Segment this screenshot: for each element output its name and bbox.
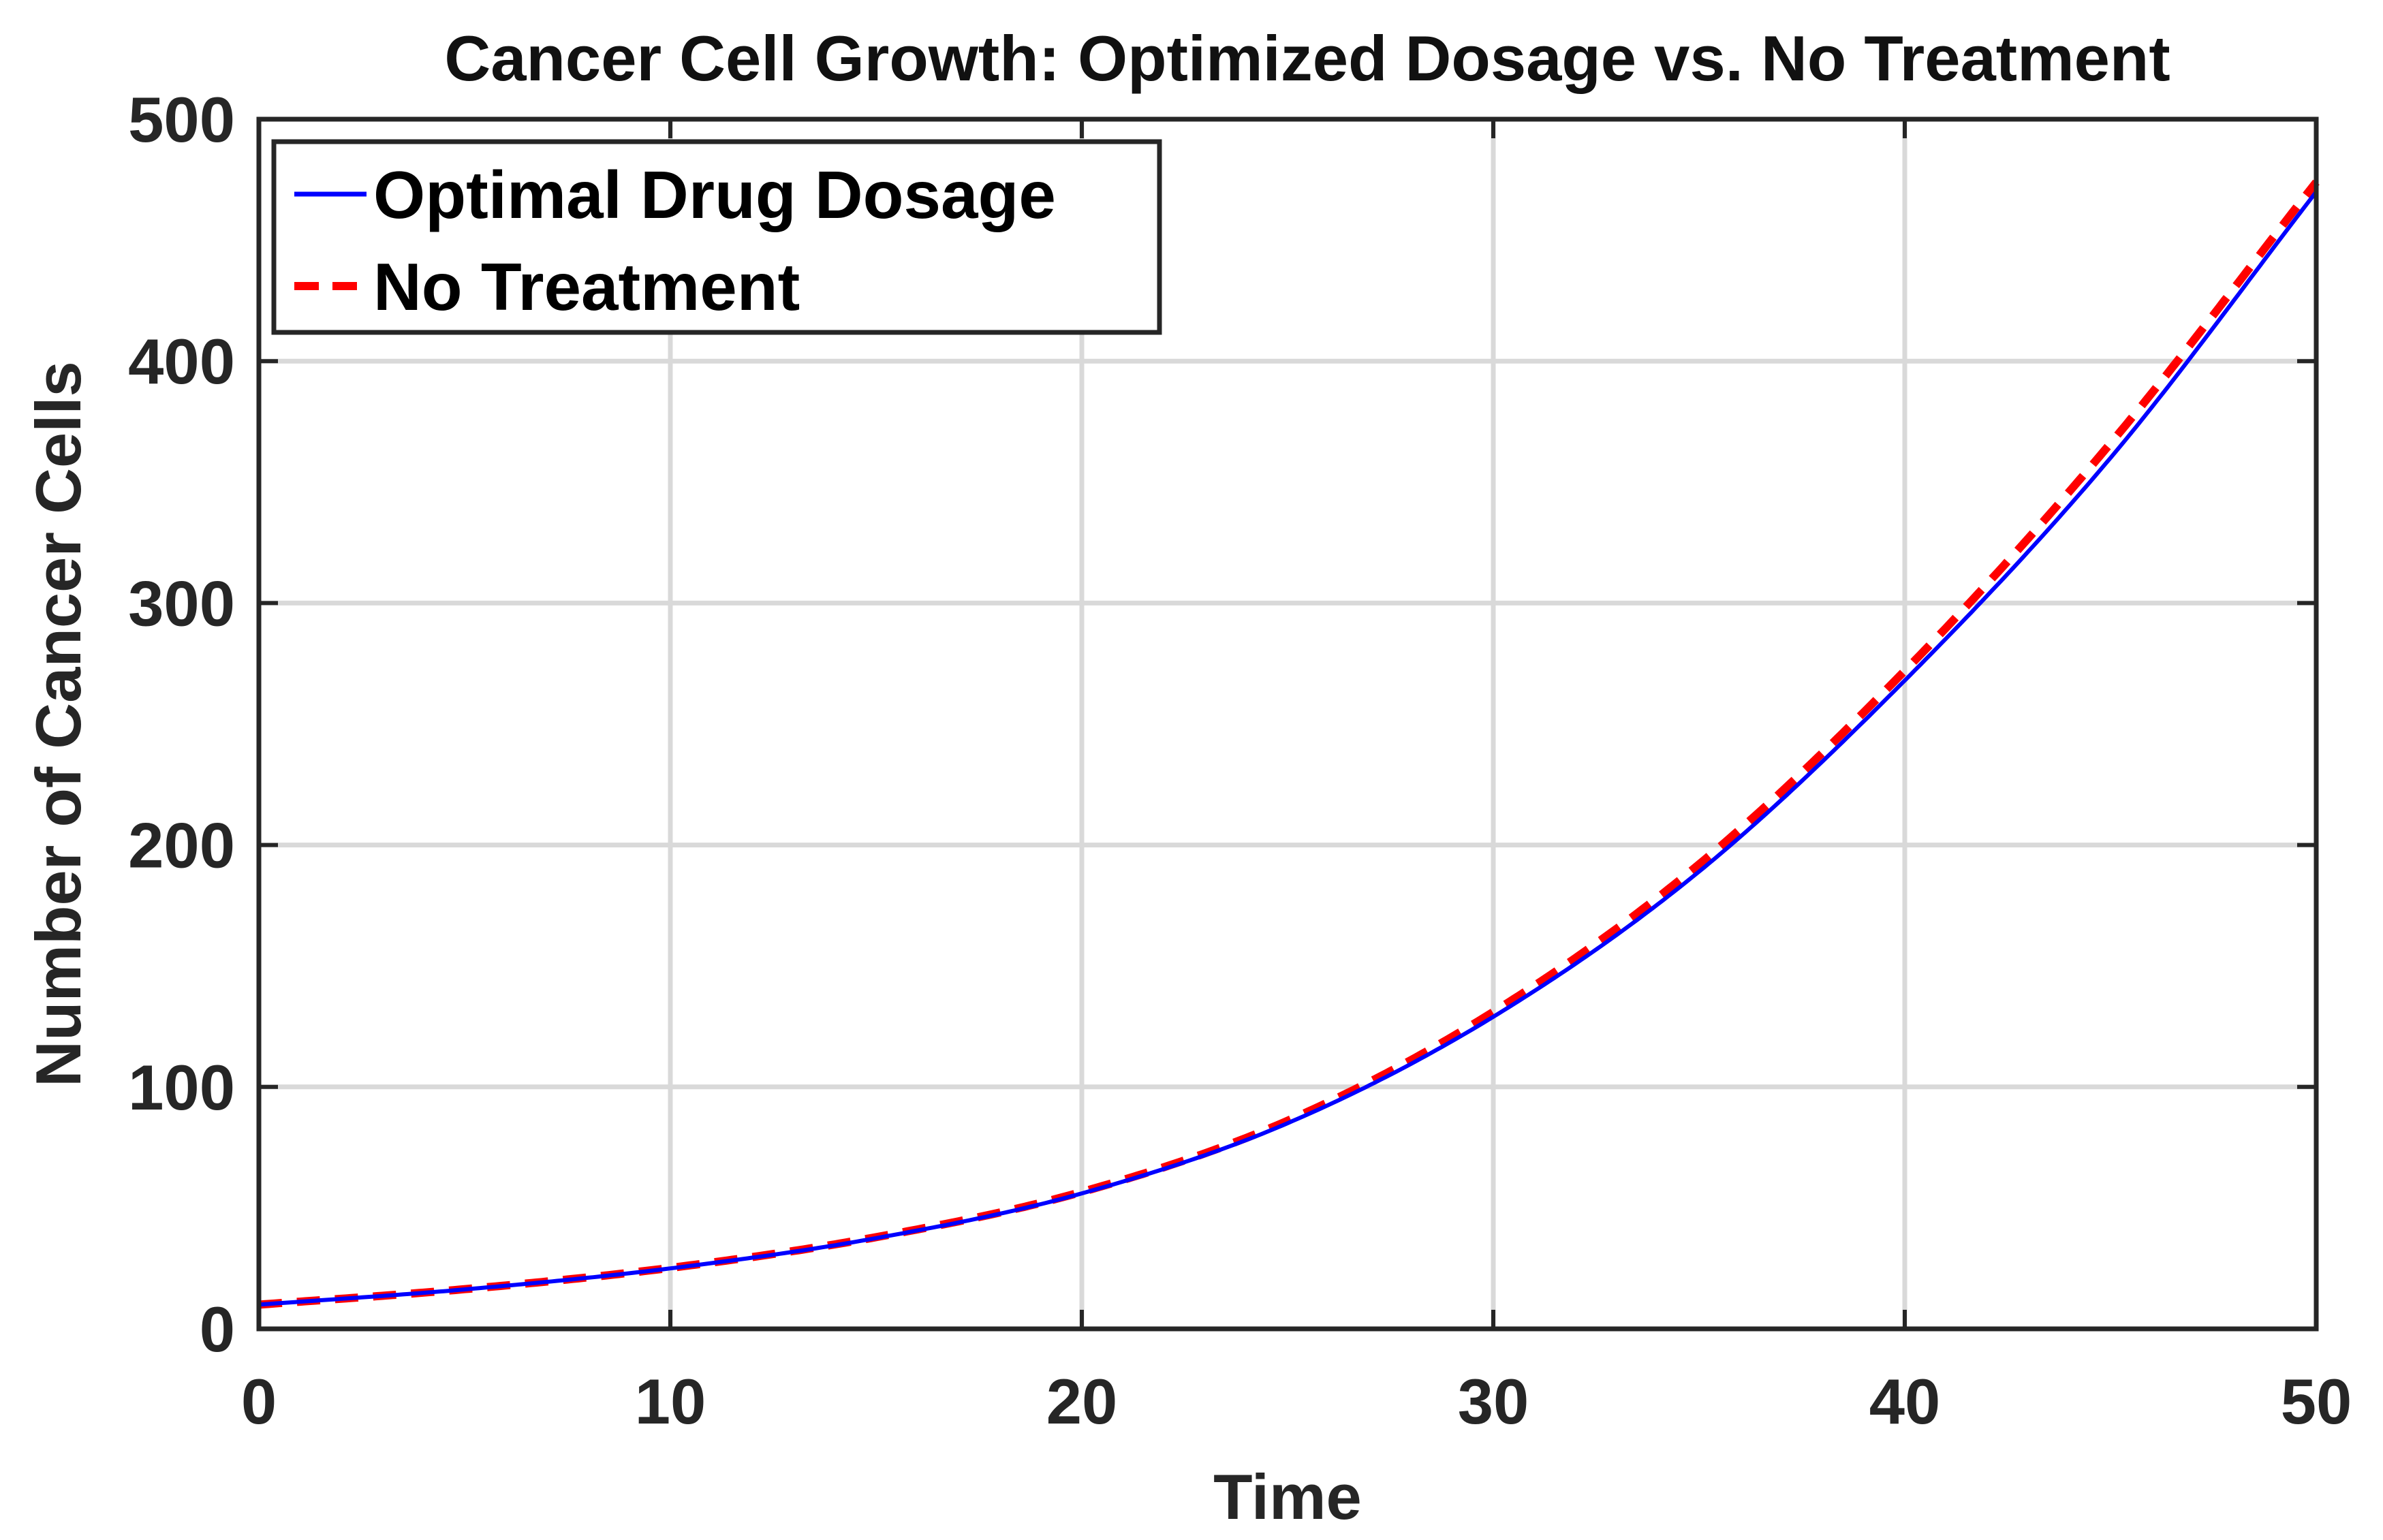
series-line-optimal-drug-dosage <box>258 190 2318 1307</box>
legend-label-no-treatment: No Treatment <box>373 249 800 324</box>
y-tick-label: 200 <box>128 810 235 881</box>
y-tick-label: 300 <box>128 567 235 639</box>
x-tick-label: 0 <box>241 1366 277 1437</box>
y-tick-label: 500 <box>128 84 235 155</box>
x-tick-label: 30 <box>1458 1366 1529 1437</box>
y-axis-label: Number of Cancer Cells <box>22 361 94 1087</box>
legend[interactable]: Optimal Drug Dosage No Treatment <box>271 139 1162 335</box>
y-tick-label: 100 <box>128 1052 235 1123</box>
chart-title: Cancer Cell Growth: Optimized Dosage vs.… <box>444 22 2170 94</box>
legend-box <box>271 139 1162 335</box>
x-axis-label: Time <box>1213 1461 1362 1533</box>
x-tick-label: 10 <box>635 1366 706 1437</box>
x-tick-label: 40 <box>1869 1366 1941 1437</box>
x-tick-label: 50 <box>2281 1366 2352 1437</box>
x-tick-label: 20 <box>1046 1366 1118 1437</box>
y-tick-label: 0 <box>200 1293 235 1365</box>
series-layer <box>258 179 2320 1309</box>
legend-label-optimal-drug-dosage: Optimal Drug Dosage <box>373 157 1056 232</box>
ticks <box>257 117 2318 1331</box>
y-tick-label: 400 <box>128 326 235 397</box>
plot-area-frame <box>256 116 2319 1332</box>
